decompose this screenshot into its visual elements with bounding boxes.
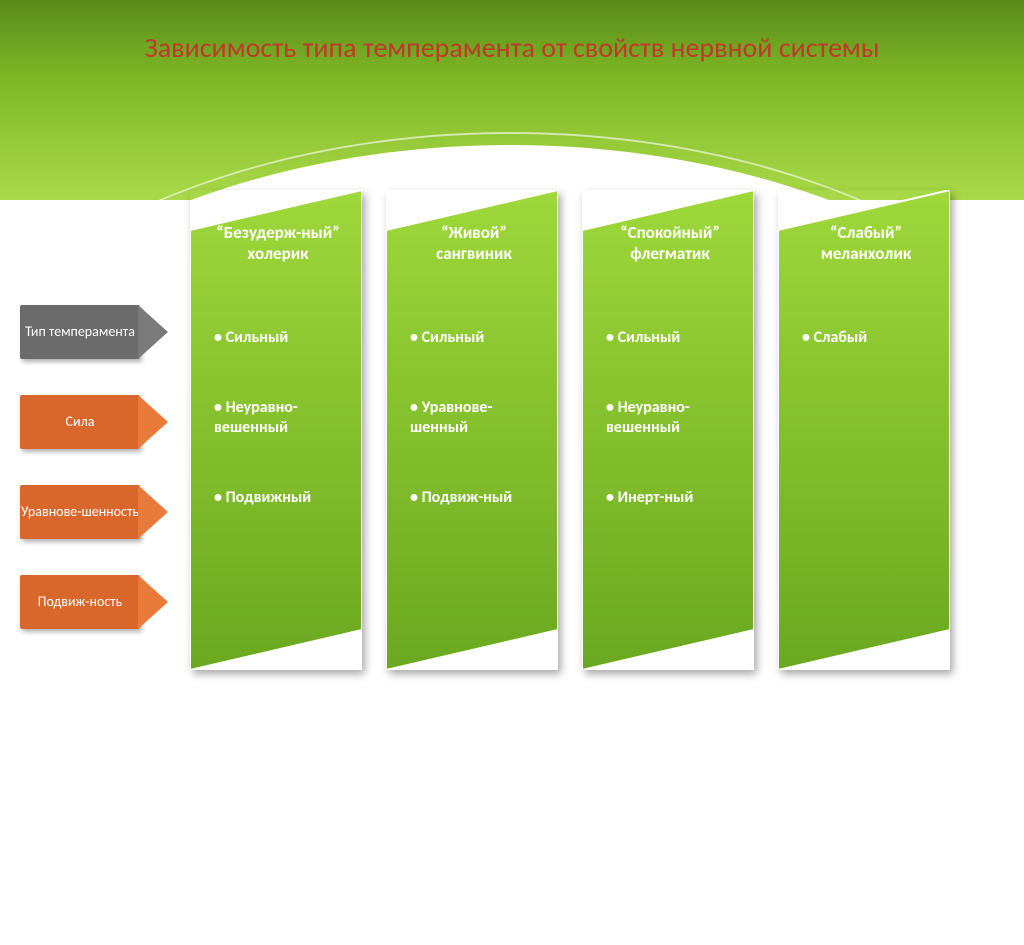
sidebar-label: Уравнове-шенность (20, 485, 140, 539)
arrow-icon (138, 575, 168, 629)
column-title: “Спокойный” флегматик (600, 208, 740, 278)
column-choleric: “Безудерж-ный” холерик • Сильный • Неура… (190, 190, 362, 670)
bullet: • Сильный (404, 328, 544, 348)
bullet: • Слабый (796, 328, 936, 348)
bullet: • Сильный (600, 328, 740, 348)
sidebar-item-type: Тип темперамента (20, 305, 180, 359)
bullet: • Подвиж-ный (404, 488, 544, 508)
sidebar-item-mobility: Подвиж-ность (20, 575, 180, 629)
sidebar-label: Сила (20, 395, 140, 449)
column-phlegmatic: “Спокойный” флегматик • Сильный • Неурав… (582, 190, 754, 670)
bullet: • Неуравно-вешенный (600, 398, 740, 438)
bullet: • Сильный (208, 328, 348, 348)
sidebar-label: Подвиж-ность (20, 575, 140, 629)
column-sanguine: “Живой” сангвиник • Сильный • Уравнове-ш… (386, 190, 558, 670)
sidebar-label: Тип темперамента (20, 305, 140, 359)
bullet: • Уравнове-шенный (404, 398, 544, 438)
column-melancholic: “Слабый” меланхолик • Слабый (778, 190, 950, 670)
bullet: • Подвижный (208, 488, 348, 508)
sidebar-item-strength: Сила (20, 395, 180, 449)
column-title: “Слабый” меланхолик (796, 208, 936, 278)
column-title: “Безудерж-ный” холерик (208, 208, 348, 278)
column-title: “Живой” сангвиник (404, 208, 544, 278)
bullet: • Инерт-ный (600, 488, 740, 508)
sidebar: Тип темперамента Сила Уравнове-шенность … (20, 305, 180, 665)
bullet: • Неуравно-вешенный (208, 398, 348, 438)
arrow-icon (138, 485, 168, 539)
page-title: Зависимость типа темперамента от свойств… (0, 30, 1024, 66)
columns-container: “Безудерж-ный” холерик • Сильный • Неура… (190, 190, 950, 670)
arrow-icon (138, 395, 168, 449)
arrow-icon (138, 305, 168, 359)
sidebar-item-balance: Уравнове-шенность (20, 485, 180, 539)
